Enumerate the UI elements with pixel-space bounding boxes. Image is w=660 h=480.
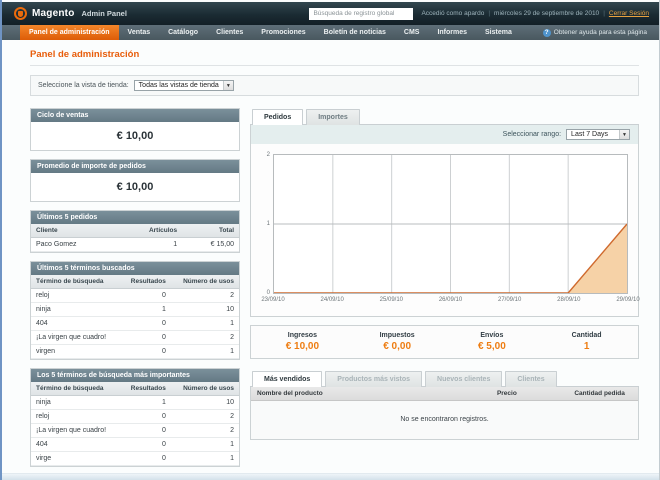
- last-orders-title: Últimos 5 pedidos: [31, 211, 239, 224]
- help-link[interactable]: ? Obtener ayuda para esta página: [542, 25, 659, 40]
- table-row[interactable]: 404 0 1: [31, 437, 239, 452]
- bestsellers-panel: Nombre del producto Precio Cantidad pedi…: [250, 387, 639, 440]
- total-stat: Cantidad 1: [571, 332, 602, 352]
- x-tick-label: 29/09/10: [616, 297, 640, 303]
- sales-cycle-value: € 10,00: [116, 130, 154, 142]
- table-row[interactable]: ninja 1 10: [31, 302, 239, 317]
- range-selector-bar: Seleccionar rango: Last 7 Days ▼: [251, 125, 638, 144]
- y-tick-label: 2: [266, 152, 270, 158]
- nav-menu-item[interactable]: Sistema: [485, 29, 512, 36]
- x-tick-label: 27/09/10: [497, 297, 522, 303]
- store-view-select[interactable]: Todas las vistas de tienda ▼: [133, 80, 234, 91]
- last-orders-table: Cliente Artículos Total Paco Gomez 1 € 1…: [31, 224, 239, 252]
- table-row[interactable]: virge 0 1: [31, 451, 239, 466]
- table-row[interactable]: ¡La virgen que cuadro! 0 2: [31, 423, 239, 438]
- magento-logo: Magento Admin Panel: [14, 7, 127, 20]
- logo-name: Magento: [32, 8, 75, 19]
- products-tabs: Más vendidos Productos más vistos Nuevos…: [250, 370, 639, 387]
- tab-importes[interactable]: Importes: [306, 109, 360, 125]
- table-row[interactable]: 404 0 1: [31, 316, 239, 331]
- average-order-title: Promedio de importe de pedidos: [31, 160, 239, 173]
- top-search-terms-title: Los 5 términos de búsqueda más important…: [31, 369, 239, 382]
- window-bottom-edge: [2, 473, 659, 480]
- chart-y-axis-labels: 0 1 2: [261, 152, 272, 296]
- range-select[interactable]: Last 7 Days ▼: [566, 129, 630, 140]
- magento-logo-icon: [14, 7, 27, 20]
- table-row[interactable]: reloj 0 2: [31, 288, 239, 303]
- logo-suffix: Admin Panel: [81, 9, 127, 18]
- table-row[interactable]: ¡La virgen que cuadro! 0 2: [31, 330, 239, 345]
- x-tick-label: 25/09/10: [379, 297, 404, 303]
- page-title: Panel de administración: [30, 49, 639, 66]
- last-search-terms-box: Últimos 5 términos buscados Término de b…: [30, 261, 240, 360]
- sales-cycle-title: Ciclo de ventas: [31, 109, 239, 122]
- chart-x-axis-labels: 23/09/10 24/09/10 25/09/10 26/09/10 27/09/10…: [261, 296, 639, 306]
- total-stat: Ingresos € 10,00: [285, 332, 320, 352]
- y-tick-label: 0: [266, 290, 270, 296]
- chart-plot-area: 0 1 2: [267, 152, 628, 296]
- range-label: Seleccionar rango:: [502, 131, 562, 138]
- global-search-input[interactable]: [309, 7, 414, 20]
- top-search-terms-table: Término de búsqueda Resultados Número de…: [31, 382, 239, 466]
- table-row[interactable]: ninja 1 10: [31, 395, 239, 410]
- totals-bar: Ingresos € 10,00 Impuestos € 0,00 Envíos…: [250, 325, 639, 359]
- nav-menu-item[interactable]: Informes: [437, 29, 468, 36]
- total-stat: Envíos € 5,00: [477, 332, 506, 352]
- chevron-down-icon: ▼: [222, 81, 233, 90]
- page-content: Panel de administración Seleccione la vi…: [2, 40, 659, 475]
- empty-table-message: No se encontraron registros.: [400, 416, 489, 423]
- chart-svg: [274, 155, 627, 293]
- orders-chart: 0 1 2 23/09/10 24/09/10 25/09/10 26/09/10 27/0…: [251, 144, 639, 306]
- main-navigation: Panel de administración Ventas Catálogo Cli…: [2, 25, 659, 40]
- x-tick-label: 24/09/10: [320, 297, 344, 303]
- dashboard-left-column: Ciclo de ventas € 10,00 Promedio de impo…: [30, 108, 240, 475]
- chevron-down-icon: ▼: [619, 130, 629, 139]
- help-icon: ?: [542, 28, 551, 37]
- x-tick-label: 26/09/10: [438, 297, 463, 303]
- table-row[interactable]: Paco Gomez 1 € 15,00: [31, 237, 239, 252]
- nav-menu-item[interactable]: Promociones: [261, 29, 306, 36]
- help-label: Obtener ayuda para esta página: [553, 29, 647, 36]
- logged-in-as: Accedió como apardo: [421, 10, 485, 17]
- last-search-terms-table: Término de búsqueda Resultados Número de…: [31, 275, 239, 359]
- app-header: Magento Admin Panel Accedió como apardo …: [2, 2, 659, 25]
- tab-clientes[interactable]: Clientes: [505, 371, 557, 387]
- y-tick-label: 1: [266, 221, 270, 227]
- header-session-info: Accedió como apardo | miércoles 29 de se…: [421, 10, 649, 17]
- sales-cycle-box: Ciclo de ventas € 10,00: [30, 108, 240, 151]
- tab-productos-mas-vistos[interactable]: Productos más vistos: [325, 371, 423, 387]
- current-date: miércoles 29 de septiembre de 2010: [494, 10, 600, 17]
- table-row[interactable]: virgen 0 1: [31, 344, 239, 359]
- orders-chart-panel: Seleccionar rango: Last 7 Days ▼ 0 1 2 23/…: [250, 125, 640, 317]
- chart-tabs: Pedidos Importes: [250, 108, 639, 125]
- top-search-terms-box: Los 5 términos de búsqueda más important…: [30, 368, 240, 467]
- tab-pedidos[interactable]: Pedidos: [252, 109, 304, 125]
- nav-menu-item[interactable]: Boletín de noticias: [323, 29, 386, 36]
- nav-menu-item[interactable]: Ventas: [127, 29, 151, 36]
- nav-menu: Panel de administración Ventas Catálogo Cli…: [20, 25, 521, 40]
- average-order-box: Promedio de importe de pedidos € 10,00: [30, 159, 240, 202]
- store-view-switcher: Seleccione la vista de tienda: Todas las…: [30, 75, 639, 96]
- x-tick-label: 28/09/10: [557, 297, 581, 303]
- tab-mas-vendidos[interactable]: Más vendidos: [252, 371, 323, 387]
- last-search-terms-title: Últimos 5 términos buscados: [31, 262, 239, 275]
- nav-menu-item[interactable]: Panel de administración: [20, 25, 119, 40]
- nav-menu-item[interactable]: Catálogo: [168, 29, 199, 36]
- last-orders-box: Últimos 5 pedidos Cliente Artículos Tota…: [30, 210, 240, 253]
- table-row[interactable]: reloj 0 2: [31, 409, 239, 424]
- x-tick-label: 23/09/10: [261, 297, 285, 303]
- dashboard-right-column: Pedidos Importes Seleccionar rango: Last…: [250, 108, 640, 440]
- logout-link[interactable]: Cerrar Sesión: [608, 10, 649, 17]
- tab-nuevos-clientes[interactable]: Nuevos clientes: [425, 371, 503, 387]
- nav-menu-item[interactable]: Clientes: [216, 29, 244, 36]
- bestsellers-table: Nombre del producto Precio Cantidad pedi…: [251, 387, 638, 401]
- total-stat: Impuestos € 0,00: [379, 332, 415, 352]
- nav-menu-item[interactable]: CMS: [403, 29, 420, 36]
- average-order-value: € 10,00: [116, 181, 154, 193]
- store-view-label: Seleccione la vista de tienda:: [38, 82, 129, 89]
